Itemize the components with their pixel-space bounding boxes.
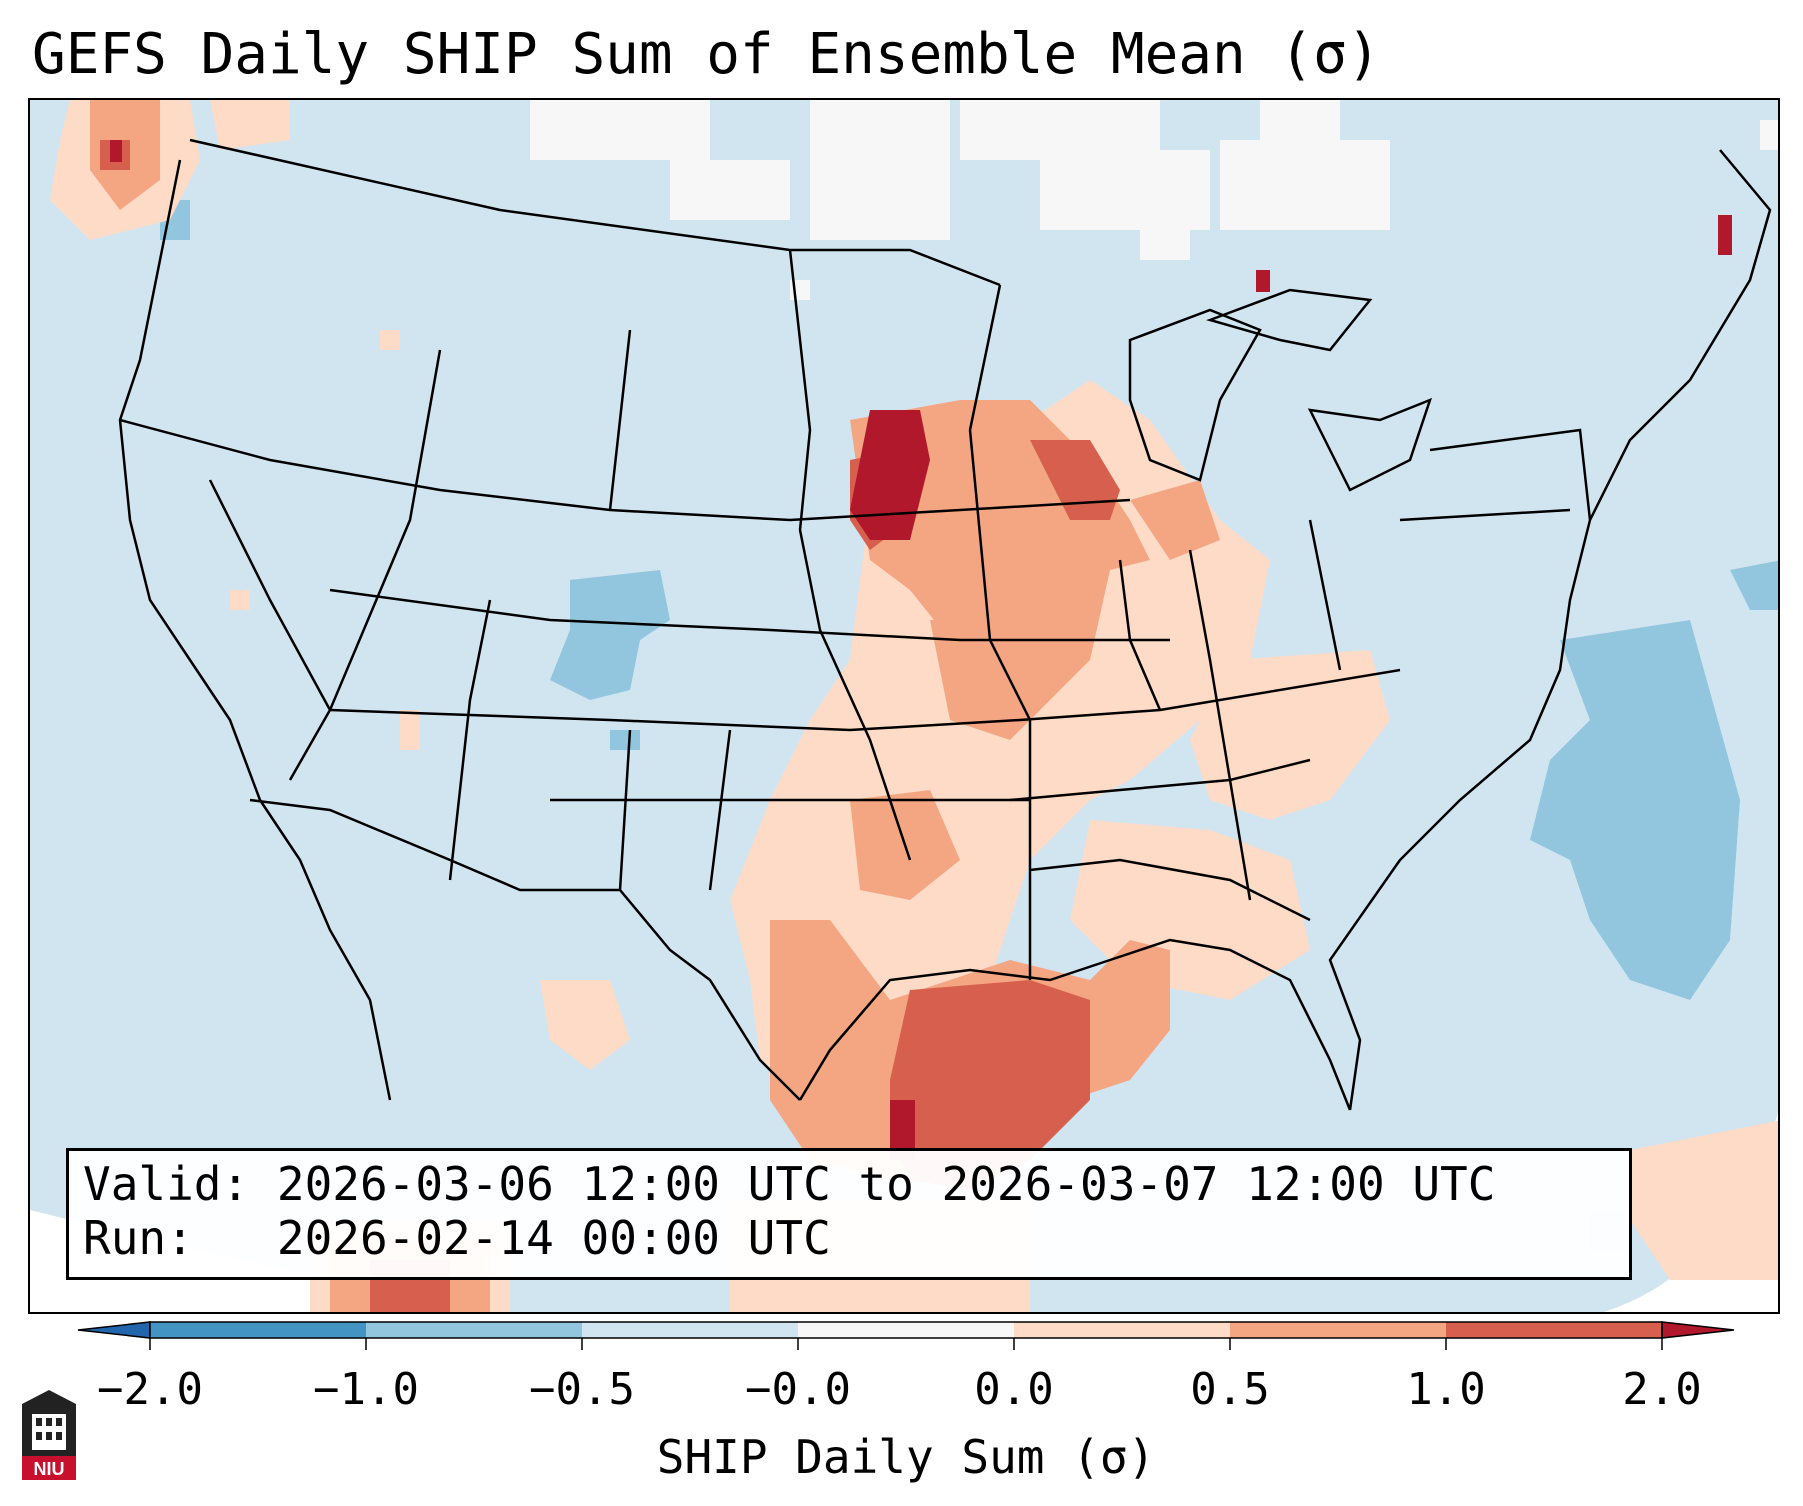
colorbar-bin	[1014, 1322, 1230, 1338]
colorbar-tick-label: −0.0	[745, 1364, 851, 1415]
run-info-box: Valid: 2026-03-06 12:00 UTC to 2026-03-0…	[66, 1148, 1632, 1280]
extreme-patches	[110, 140, 1732, 1160]
map-panel[interactable]	[28, 98, 1780, 1314]
neutral-patches	[530, 100, 1778, 300]
logo-text: NIU	[34, 1459, 65, 1479]
colorbar-tick-label: 2.0	[1622, 1364, 1702, 1415]
colorbar-outline	[149, 1321, 1663, 1339]
colorbar-bin	[798, 1322, 1014, 1338]
colorbar-extend-high	[1661, 1321, 1735, 1339]
colorbar-bins	[77, 1321, 1735, 1350]
colorbar-tick-label: −2.0	[97, 1364, 203, 1415]
boundaries	[118, 138, 1772, 1111]
university-tower-icon: NIU	[22, 1390, 76, 1480]
run-label: Run:	[83, 1211, 194, 1265]
valid-label: Valid:	[83, 1157, 250, 1211]
colorbar-bin	[366, 1322, 582, 1338]
map-title: GEFS Daily SHIP Sum of Ensemble Mean (σ)	[32, 22, 1381, 87]
run-value: 2026-02-14 00:00 UTC	[276, 1211, 831, 1265]
colorbar-bin	[1446, 1322, 1662, 1338]
colorbar-bin	[150, 1322, 366, 1338]
colorbar-tick-label: 0.5	[1190, 1364, 1270, 1415]
colorbar-extend-low	[77, 1321, 151, 1339]
colorbar-bin	[1230, 1322, 1446, 1338]
colorbar-tick-label: −1.0	[313, 1364, 419, 1415]
colorbar-bin	[582, 1322, 798, 1338]
projection-edge-left	[30, 1210, 491, 1312]
colorbar-label: SHIP Daily Sum (σ)	[656, 1430, 1156, 1484]
colorbar-tick-label: −0.5	[529, 1364, 635, 1415]
colorbar-tick-label: 0.0	[974, 1364, 1054, 1415]
colorbar-tick-label: 1.0	[1406, 1364, 1486, 1415]
valid-value: 2026-03-06 12:00 UTC to 2026-03-07 12:00…	[276, 1157, 1496, 1211]
map-svg	[30, 100, 1778, 1312]
